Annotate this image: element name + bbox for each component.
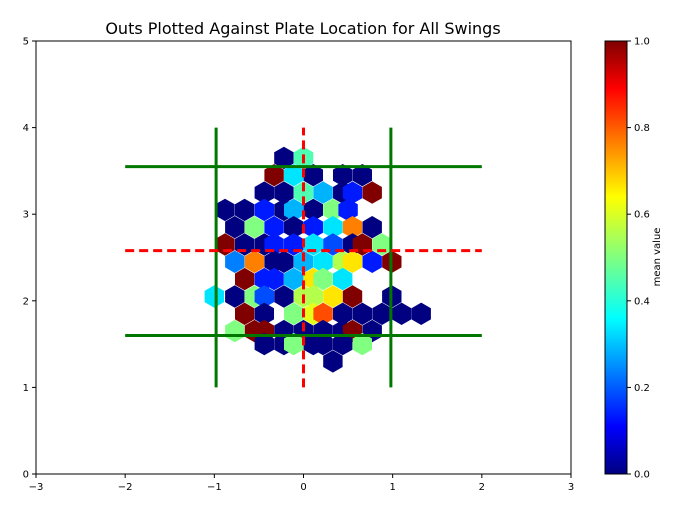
hexbin-cell <box>244 250 265 273</box>
hexbin-cell <box>254 181 274 204</box>
hexbin-cell <box>274 285 294 308</box>
y-tick-label: 3 <box>23 210 29 221</box>
x-tick-label: −2 <box>118 482 133 493</box>
colorbar-axis: 0.0 0.2 0.4 0.6 0.8 1.0 <box>627 37 650 481</box>
x-tick-label: 1 <box>389 482 395 493</box>
hexbin-cell <box>323 198 343 222</box>
hexbin-cell <box>284 198 304 222</box>
hexbin-cell <box>284 267 304 291</box>
colorbar-label: mean value <box>652 228 663 287</box>
hexbin-cell <box>225 319 245 343</box>
hexbin-cell <box>293 250 314 273</box>
hexbin-cell <box>362 181 382 204</box>
colorbar-tick-label: 0.2 <box>634 383 650 394</box>
hexbin-cell <box>274 146 294 170</box>
hexbin-layer <box>204 146 431 373</box>
colorbar-tick-label: 0.8 <box>634 123 650 134</box>
hexbin-cell <box>235 198 255 222</box>
hexbin-cell <box>303 198 323 222</box>
hexbin-cell <box>333 302 353 325</box>
hexbin-cell <box>274 181 294 204</box>
hexbin-cell <box>323 285 343 308</box>
hexbin-cell <box>254 285 274 308</box>
hexbin-cell <box>342 250 363 273</box>
hexbin-cell <box>235 267 255 291</box>
hexbin-cell <box>293 181 314 204</box>
hexbin-cell <box>352 164 372 187</box>
colorbar-tick-label: 0.6 <box>634 210 650 221</box>
x-tick-label: −1 <box>207 482 222 493</box>
hexbin-cell <box>352 302 372 325</box>
hexbin-cell <box>323 350 343 373</box>
hexbin-cell <box>235 302 255 325</box>
hexbin-cell <box>284 332 304 356</box>
y-tick-label: 1 <box>23 383 29 394</box>
hexbin-cell <box>411 302 431 325</box>
y-axis: 0 1 2 3 4 5 <box>23 37 36 481</box>
hexbin-cell <box>352 332 372 356</box>
hexbin-cell <box>333 332 353 356</box>
hexbin-cell <box>204 285 224 308</box>
colorbar-tick-label: 1.0 <box>634 37 650 48</box>
hexbin-cell <box>235 233 255 256</box>
hexbin-cell <box>313 302 333 325</box>
hexbin-cell <box>284 302 304 325</box>
hexbin-cell <box>323 216 343 239</box>
x-axis: −3 −2 −1 0 1 2 3 <box>29 474 574 493</box>
hexbin-cell <box>254 302 274 325</box>
hexbin-cell <box>372 302 392 325</box>
y-tick-label: 4 <box>23 123 29 134</box>
hexbin-cell <box>313 250 333 273</box>
y-tick-label: 0 <box>23 470 29 481</box>
x-tick-label: −3 <box>29 482 44 493</box>
hexbin-cell <box>225 216 245 239</box>
hexbin-cell <box>313 332 333 356</box>
hexbin-cell <box>391 302 412 325</box>
hexbin-cell <box>303 285 323 308</box>
colorbar <box>604 40 628 475</box>
reference-lines-layer <box>125 127 482 388</box>
hexbin-cell <box>264 164 284 187</box>
y-tick-label: 2 <box>23 296 29 307</box>
hexbin-cell <box>225 250 245 273</box>
hexbin-cell <box>254 198 274 222</box>
hexbin-cell <box>333 267 353 291</box>
hexbin-cell <box>313 181 333 204</box>
hexbin-cell <box>244 216 265 239</box>
hexbin-cell <box>284 216 304 239</box>
hexbin-cell <box>313 267 333 291</box>
hexbin-cell <box>254 332 274 356</box>
chart-title: Outs Plotted Against Plate Location for … <box>105 19 500 38</box>
hexbin-cell <box>362 216 382 239</box>
x-tick-label: 0 <box>300 482 306 493</box>
hexbin-cell <box>342 181 363 204</box>
hexbin-cell <box>342 216 363 239</box>
hexbin-cell <box>264 267 284 291</box>
hexbin-cell <box>333 164 353 187</box>
hexbin-cell <box>303 216 323 239</box>
x-tick-label: 3 <box>568 482 574 493</box>
hexbin-cell <box>264 216 284 239</box>
y-tick-label: 5 <box>23 37 29 48</box>
hexbin-cell <box>284 164 304 187</box>
hexbin-cell <box>215 198 235 222</box>
hexbin-cell <box>342 285 363 308</box>
colorbar-tick-label: 0.4 <box>634 296 650 307</box>
x-tick-label: 2 <box>479 482 485 493</box>
hexbin-cell <box>303 164 323 187</box>
hexbin-cell <box>372 233 392 256</box>
hexbin-cell <box>225 285 245 308</box>
hexbin-cell <box>362 250 382 273</box>
colorbar-tick-label: 0.0 <box>634 470 650 481</box>
hexbin-cell <box>274 250 294 273</box>
hexbin-cell <box>338 198 358 222</box>
